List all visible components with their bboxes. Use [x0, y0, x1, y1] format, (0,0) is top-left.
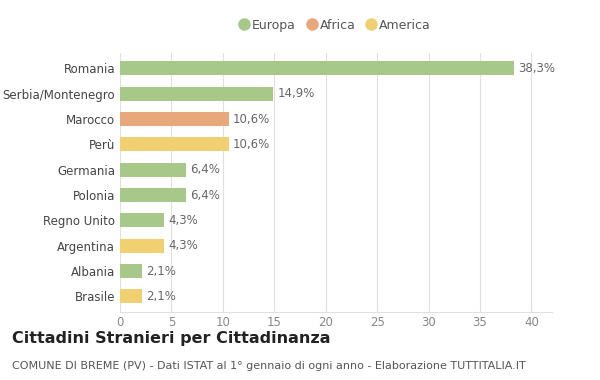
- Text: 2,1%: 2,1%: [146, 290, 176, 303]
- Bar: [120, 163, 186, 177]
- Bar: [120, 264, 142, 278]
- Text: COMUNE DI BREME (PV) - Dati ISTAT al 1° gennaio di ogni anno - Elaborazione TUTT: COMUNE DI BREME (PV) - Dati ISTAT al 1° …: [12, 361, 526, 371]
- Text: 6,4%: 6,4%: [190, 188, 220, 201]
- Bar: [120, 188, 186, 202]
- Bar: [120, 87, 273, 101]
- Text: 38,3%: 38,3%: [518, 62, 555, 75]
- Text: 14,9%: 14,9%: [277, 87, 315, 100]
- Text: 6,4%: 6,4%: [190, 163, 220, 176]
- Legend: Europa, Africa, America: Europa, Africa, America: [236, 14, 436, 36]
- Bar: [120, 112, 229, 126]
- Text: 4,3%: 4,3%: [169, 239, 198, 252]
- Text: 10,6%: 10,6%: [233, 138, 271, 151]
- Text: Cittadini Stranieri per Cittadinanza: Cittadini Stranieri per Cittadinanza: [12, 331, 331, 345]
- Bar: [120, 239, 164, 253]
- Text: 10,6%: 10,6%: [233, 112, 271, 125]
- Text: 4,3%: 4,3%: [169, 214, 198, 227]
- Text: 2,1%: 2,1%: [146, 264, 176, 277]
- Bar: [120, 290, 142, 303]
- Bar: [120, 214, 164, 227]
- Bar: [120, 62, 514, 75]
- Bar: [120, 138, 229, 151]
